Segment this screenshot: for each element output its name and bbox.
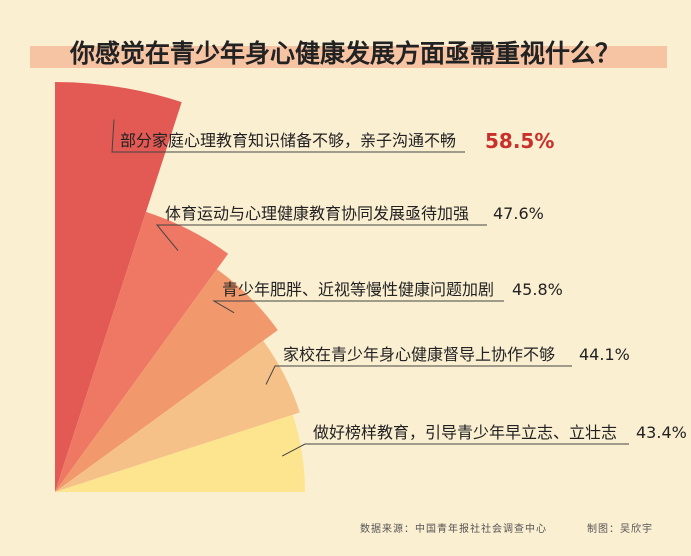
category-label-4: 家校在青少年身心健康督导上协作不够 [283, 345, 555, 364]
leader-line-3 [212, 300, 504, 314]
value-label-5: 43.4% [636, 423, 687, 442]
chart-title: 你感觉在青少年身心健康发展方面亟需重视什么？ [69, 39, 620, 68]
sector-1 [55, 82, 182, 492]
value-label-1: 58.5% [485, 129, 554, 153]
category-label-2: 体育运动与心理健康教育协同发展亟待加强 [165, 204, 469, 223]
value-label-4: 44.1% [579, 345, 630, 364]
leader-line-4 [265, 365, 572, 385]
sector-2 [55, 211, 229, 492]
title-highlight-band [30, 46, 667, 68]
leader-line-1 [111, 119, 465, 153]
footer-credit: 制图：吴欣宇 [587, 522, 653, 535]
leader-line-2 [155, 224, 487, 251]
footer-source: 数据来源：中国青年报社社会调查中心 [360, 522, 547, 535]
category-label-1: 部分家庭心理教育知识储备不够，亲子沟通不畅 [120, 131, 456, 150]
sector-4 [55, 340, 300, 492]
sectors-group [55, 82, 305, 492]
labels-group: 部分家庭心理教育知识储备不够，亲子沟通不畅 58.5% 体育运动与心理健康教育协同发… [111, 119, 687, 457]
sector-5 [55, 414, 305, 492]
sector-3 [55, 269, 278, 492]
category-label-5: 做好榜样教育，引导青少年早立志、立壮志 [313, 423, 617, 442]
value-label-2: 47.6% [493, 204, 544, 223]
value-label-3: 45.8% [512, 280, 563, 299]
category-label-3: 青少年肥胖、近视等慢性健康问题加剧 [222, 280, 494, 299]
leader-line-5 [281, 443, 629, 457]
